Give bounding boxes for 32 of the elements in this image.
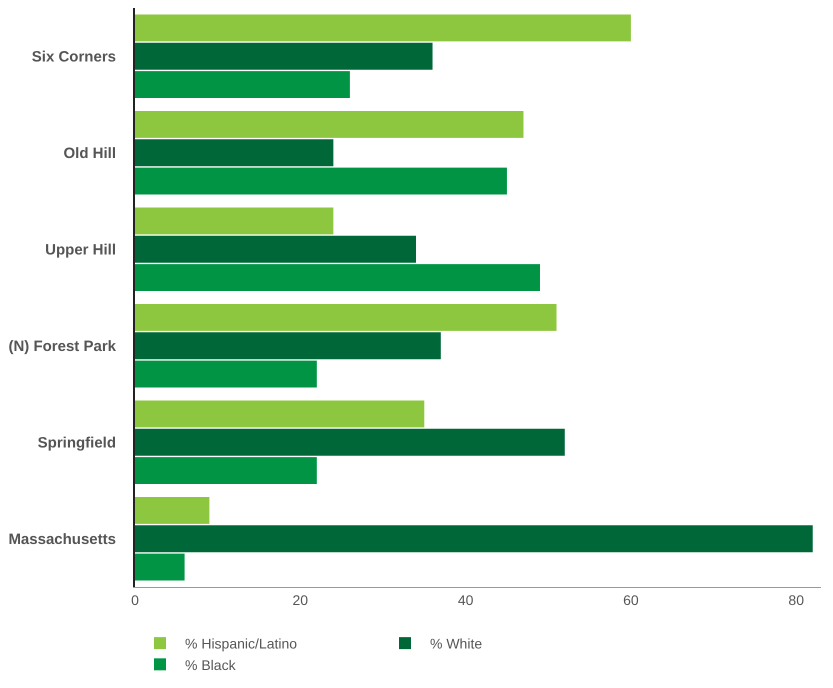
- bar: [135, 71, 350, 98]
- bar: [135, 457, 317, 484]
- legend-label: % Hispanic/Latino: [185, 636, 298, 652]
- bar: [135, 14, 631, 42]
- x-tick-label: 40: [458, 592, 474, 608]
- bar: [135, 264, 540, 291]
- bar: [135, 497, 210, 524]
- y-tick-label: (N) Forest Park: [8, 338, 117, 355]
- x-tick-label: 0: [131, 592, 140, 608]
- y-tick-label: Massachusetts: [8, 531, 116, 548]
- bar: [135, 168, 507, 194]
- y-tick-label: Old Hill: [64, 145, 116, 162]
- bar: [135, 208, 334, 234]
- bar: [135, 236, 416, 263]
- y-tick-label: Upper Hill: [45, 242, 116, 258]
- legend-label: % White: [430, 636, 482, 652]
- bar: [135, 360, 317, 388]
- bar: [135, 400, 424, 428]
- y-tick-label: Springfield: [38, 434, 116, 452]
- x-tick-label: 20: [292, 592, 308, 608]
- bar: [135, 332, 441, 360]
- y-tick-label: Six Corners: [32, 48, 116, 66]
- bar: [135, 554, 185, 580]
- bar: [135, 42, 433, 70]
- bar: [135, 428, 565, 456]
- bar: [135, 304, 557, 331]
- x-tick-label: 80: [788, 592, 804, 608]
- legend-label: % Black: [185, 656, 237, 673]
- bar: [135, 111, 524, 138]
- x-tick-label: 60: [623, 592, 639, 608]
- bar: [135, 139, 334, 166]
- bar: [135, 525, 813, 552]
